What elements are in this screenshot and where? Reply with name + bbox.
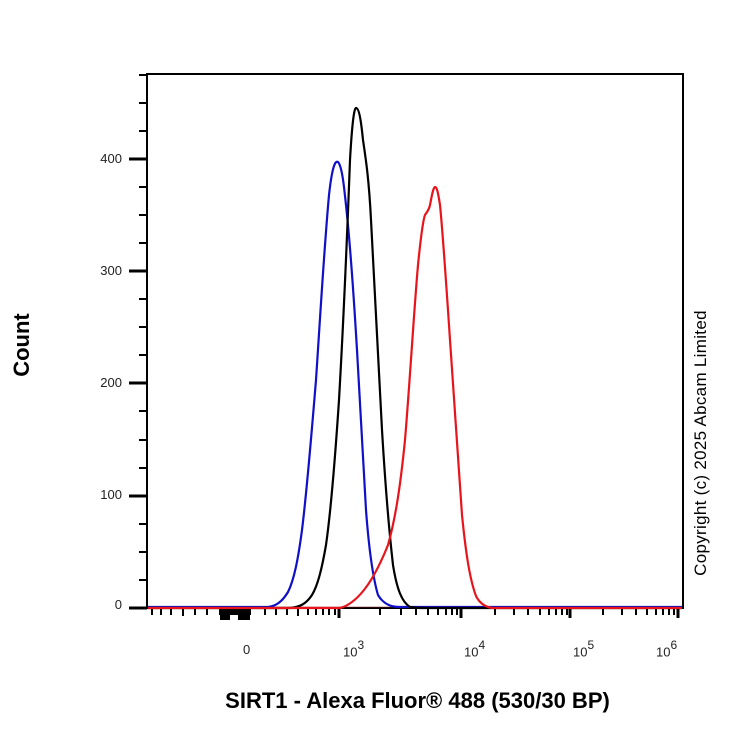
x-tick-label-1e6: 106 — [656, 638, 678, 660]
histogram-red-curve — [148, 185, 682, 610]
y-axis-label: Count — [2, 300, 42, 390]
copyright-text: Copyright (c) 2025 Abcam Limited — [691, 309, 710, 576]
y-axis-label-text: Count — [9, 313, 34, 377]
x-tick-label-1e4: 104 — [464, 638, 486, 660]
y-tick-label-0: 0 — [114, 597, 122, 612]
plot-frame — [146, 73, 684, 609]
x-tick-label-0: 0 — [243, 642, 251, 657]
x-tick-label-1e5: 105 — [573, 638, 595, 660]
x-tick-label-1e3: 103 — [343, 638, 365, 660]
y-tick-label-100: 100 — [100, 487, 122, 502]
x-axis-ticks — [151, 608, 680, 620]
x-axis-label: SIRT1 - Alexa Fluor® 488 (530/30 BP) — [225, 688, 610, 713]
y-tick-label-300: 300 — [100, 263, 122, 278]
y-tick-label-400: 400 — [100, 151, 122, 166]
y-tick-label-200: 200 — [100, 375, 122, 390]
copyright-notice: Copyright (c) 2025 Abcam Limited — [686, 270, 716, 615]
histogram-blue-curve — [148, 160, 682, 609]
histogram-black-curve — [148, 106, 682, 610]
y-axis-ticks — [129, 74, 147, 610]
